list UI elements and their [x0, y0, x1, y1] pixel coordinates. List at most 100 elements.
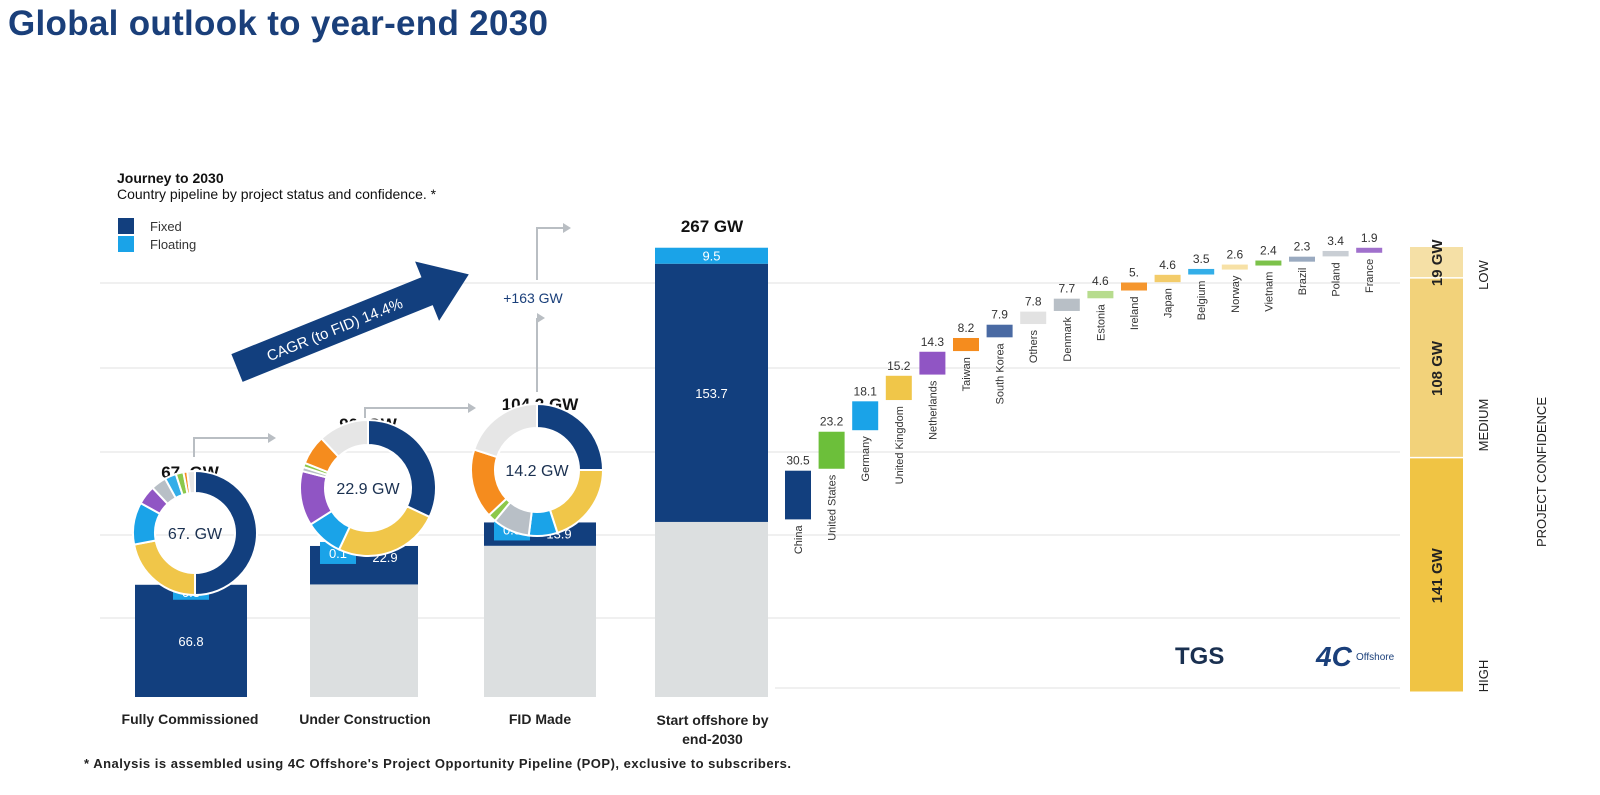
waterfall-value-label: 2.3	[1294, 240, 1311, 254]
waterfall-bar-germany	[852, 401, 879, 431]
confidence-value-label: 108 GW	[1429, 340, 1446, 396]
waterfall-bar-netherlands	[919, 351, 946, 375]
donut-center-label-0: 67. GW	[168, 526, 223, 543]
waterfall-value-label: 4.6	[1159, 258, 1176, 272]
waterfall-bar-others	[1020, 311, 1047, 325]
page-title: Global outlook to year-end 2030	[8, 4, 549, 43]
4c-logo: 4C	[1315, 641, 1353, 672]
waterfall-category-label: United States	[827, 474, 839, 541]
donut-1-slice-0	[367, 418, 437, 519]
waterfall-value-label: 30.5	[786, 454, 810, 468]
waterfall-value-label: 2.6	[1226, 248, 1243, 262]
waterfall-category-label: Netherlands	[927, 380, 939, 440]
donut-2-slice-6	[472, 402, 538, 459]
confidence-bar-high	[1410, 458, 1463, 692]
waterfall-category-label: Ireland	[1129, 297, 1141, 331]
waterfall-category-label: Others	[1028, 330, 1040, 364]
legend-label-floating: Floating	[150, 236, 197, 252]
waterfall-value-label: 7.7	[1058, 282, 1075, 296]
donut-2-slice-0	[536, 402, 605, 471]
waterfall-category-label: Brazil	[1297, 268, 1309, 296]
confidence-axis-title: PROJECT CONFIDENCE	[1534, 397, 1549, 547]
connector-arrow-3	[536, 227, 563, 280]
subtitle-text: Country pipeline by project status and c…	[117, 186, 437, 202]
legend-fixed: Fixed	[118, 218, 182, 234]
connector-arrow-1-head	[268, 433, 276, 443]
waterfall-category-label: United Kingdom	[894, 406, 906, 484]
waterfall-bar-taiwan	[953, 337, 979, 352]
waterfall-bar-ireland	[1121, 282, 1147, 291]
bar-base-3	[655, 521, 768, 697]
tgs-logo: TGS	[1175, 643, 1224, 670]
waterfall-category-label: South Korea	[995, 342, 1007, 404]
waterfall-value-label: 8.2	[958, 321, 975, 335]
fixed-label-0: 66.8	[178, 634, 203, 649]
subtitle-bold: Journey to 2030	[117, 170, 224, 186]
legend-swatch-floating	[118, 236, 134, 252]
waterfall-value-label: 7.9	[991, 308, 1008, 322]
waterfall-value-label: 3.4	[1327, 234, 1344, 248]
waterfall-value-label: 3.5	[1193, 252, 1210, 266]
waterfall-category-label: France	[1364, 259, 1376, 293]
bar-floating-3	[655, 247, 768, 264]
waterfall-bar-france	[1356, 247, 1383, 253]
waterfall-category-label: Belgium	[1196, 281, 1208, 321]
waterfall-bar-estonia	[1087, 290, 1114, 299]
donut-center-label-2: 14.2 GW	[505, 463, 569, 480]
chart-subtitle: Journey to 2030 Country pipeline by proj…	[117, 170, 436, 202]
increase-label: +163 GW	[503, 290, 563, 306]
waterfall-bar-norway	[1221, 264, 1248, 270]
waterfall-value-label: 15.2	[887, 359, 911, 373]
legend-label-fixed: Fixed	[150, 218, 182, 234]
confidence-bar-low	[1410, 247, 1463, 278]
confidence-level-label: HIGH	[1476, 660, 1491, 693]
legend-swatch-fixed	[118, 218, 134, 234]
waterfall-category-label: Poland	[1331, 262, 1343, 296]
waterfall-value-label: 14.3	[921, 335, 945, 349]
waterfall-bar-brazil	[1289, 256, 1315, 262]
waterfall-value-label: 1.9	[1361, 231, 1378, 245]
footnote: * Analysis is assembled using 4C Offshor…	[84, 756, 792, 771]
waterfall-bar-united-states	[818, 431, 845, 469]
x-label-1: Under Construction	[299, 711, 431, 727]
waterfall-bar-japan	[1154, 274, 1181, 283]
waterfall-value-label: 5.	[1129, 266, 1139, 280]
bar-fixed-0	[135, 584, 247, 697]
cagr-arrow-shape	[231, 261, 469, 382]
bar-fixed-3	[655, 263, 768, 522]
waterfall-bar-south-korea	[986, 324, 1013, 338]
connector-arrow-1	[193, 437, 268, 457]
donut-1-slice-7	[320, 418, 369, 459]
cagr-arrow: CAGR (to FID) 14.4%	[231, 261, 469, 382]
waterfall-value-label: 18.1	[854, 384, 878, 398]
waterfall-bar-united-kingdom	[885, 375, 912, 401]
bar-base-2	[484, 545, 596, 697]
floating-label-3: 9.5	[702, 249, 720, 264]
waterfall-category-label: Norway	[1230, 275, 1242, 313]
connector-line-3-head	[537, 313, 545, 323]
confidence-bar-medium	[1410, 278, 1463, 457]
fixed-label-3: 153.7	[695, 386, 728, 401]
x-label-2: FID Made	[508, 711, 572, 727]
waterfall-bar-vietnam	[1255, 260, 1282, 266]
donut-0-slice-0	[194, 469, 258, 597]
waterfall-value-label: 2.4	[1260, 244, 1277, 258]
waterfall-category-label: Japan	[1163, 288, 1175, 318]
connector-arrow-3-head	[563, 223, 571, 233]
waterfall-bar-poland	[1322, 250, 1349, 257]
waterfall-category-label: China	[793, 525, 805, 555]
confidence-value-label: 19 GW	[1429, 239, 1446, 287]
bar-base-1	[310, 584, 418, 697]
waterfall-bar-belgium	[1188, 268, 1215, 275]
donut-0-slice-8	[186, 469, 196, 495]
waterfall-value-label: 23.2	[820, 415, 844, 429]
waterfall-category-label: Denmark	[1062, 316, 1074, 361]
donut-center-label-1: 22.9 GW	[336, 481, 400, 498]
offshore-logo-text: Offshore	[1356, 652, 1395, 663]
confidence-level-label: MEDIUM	[1476, 399, 1491, 452]
waterfall-value-label: 4.6	[1092, 274, 1109, 288]
waterfall-bar-denmark	[1053, 298, 1080, 311]
connector-arrow-2-head	[468, 403, 476, 413]
cagr-label: CAGR (to FID) 14.4%	[264, 295, 405, 365]
